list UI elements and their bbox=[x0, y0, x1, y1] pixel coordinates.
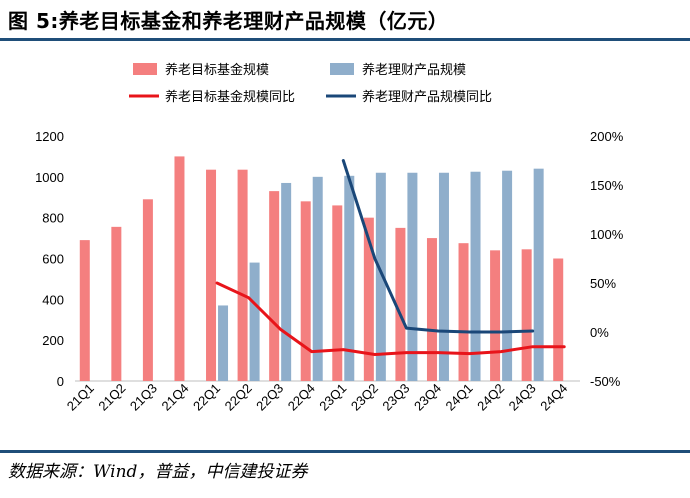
wealth-bar bbox=[344, 175, 355, 381]
fund-bar bbox=[553, 258, 564, 381]
wealth-bar bbox=[470, 171, 481, 381]
fund-bar bbox=[363, 217, 374, 381]
x-tick-label: 22Q2 bbox=[222, 381, 255, 414]
right-tick-label: 200% bbox=[590, 129, 624, 144]
legend-wealth-line-label: 养老理财产品规模同比 bbox=[362, 89, 492, 105]
right-tick-label: 0% bbox=[590, 325, 609, 340]
left-axis: 0 200 400 600 800 1000 1200 bbox=[35, 129, 64, 389]
fund-bar bbox=[206, 169, 217, 381]
top-rule bbox=[0, 38, 690, 41]
fund-bar bbox=[300, 201, 311, 381]
x-tick-label: 21Q3 bbox=[127, 381, 160, 414]
fund-bar bbox=[426, 238, 437, 381]
x-tick-label: 21Q4 bbox=[158, 381, 191, 414]
legend-wealth-bar-swatch bbox=[330, 63, 354, 75]
legend-wealth-bar-label: 养老理财产品规模 bbox=[362, 62, 466, 78]
legend-fund-bar-swatch bbox=[133, 63, 157, 75]
fund-bar bbox=[521, 249, 532, 381]
wealth-bar bbox=[249, 262, 260, 381]
x-axis: 21Q121Q221Q321Q422Q122Q222Q322Q423Q123Q2… bbox=[64, 381, 571, 414]
x-tick-label: 23Q2 bbox=[348, 381, 381, 414]
wealth-yoy-line bbox=[341, 159, 535, 334]
fund-bar bbox=[111, 226, 122, 381]
fund-bar bbox=[174, 156, 185, 381]
wealth-bar bbox=[438, 172, 449, 381]
x-tick-label: 23Q1 bbox=[316, 381, 349, 414]
wealth-bar bbox=[407, 172, 418, 381]
fund-bar bbox=[79, 240, 90, 381]
right-tick-label: 50% bbox=[590, 276, 616, 291]
left-tick-label: 1200 bbox=[35, 129, 64, 144]
fund-bar bbox=[458, 243, 469, 381]
x-tick-label: 21Q2 bbox=[95, 381, 128, 414]
left-tick-label: 0 bbox=[57, 374, 64, 389]
wealth-bar bbox=[375, 172, 386, 381]
left-tick-label: 1000 bbox=[35, 170, 64, 185]
right-axis: -50% 0% 50% 100% 150% 200% bbox=[590, 129, 624, 389]
legend-fund-bar-label: 养老目标基金规模 bbox=[165, 62, 269, 78]
left-tick-label: 600 bbox=[42, 252, 64, 267]
legend-fund-line-label: 养老目标基金规模同比 bbox=[165, 89, 295, 105]
x-tick-label: 22Q3 bbox=[253, 381, 286, 414]
left-tick-label: 200 bbox=[42, 333, 64, 348]
x-tick-label: 23Q3 bbox=[379, 381, 412, 414]
right-tick-label: 150% bbox=[590, 178, 624, 193]
x-tick-label: 24Q3 bbox=[506, 381, 539, 414]
bars bbox=[79, 156, 564, 381]
wealth-bar bbox=[312, 176, 323, 381]
fund-bar bbox=[237, 169, 248, 381]
wealth-bar bbox=[533, 168, 544, 381]
wealth-bar bbox=[281, 182, 292, 381]
left-tick-label: 400 bbox=[42, 292, 64, 307]
right-tick-label: -50% bbox=[590, 374, 621, 389]
source-note: 数据来源：Wind，普益，中信建投证券 bbox=[8, 462, 308, 482]
right-tick-label: 100% bbox=[590, 227, 624, 242]
bottom-rule bbox=[0, 450, 690, 453]
lines bbox=[215, 159, 566, 356]
x-tick-label: 24Q2 bbox=[474, 381, 507, 414]
left-tick-label: 800 bbox=[42, 211, 64, 226]
fund-bar bbox=[332, 205, 343, 381]
x-tick-label: 24Q4 bbox=[537, 381, 570, 414]
x-tick-label: 22Q1 bbox=[190, 381, 223, 414]
wealth-bar bbox=[502, 170, 513, 381]
x-tick-label: 22Q4 bbox=[285, 381, 318, 414]
wealth-bar bbox=[218, 305, 229, 381]
x-tick-label: 24Q1 bbox=[443, 381, 476, 414]
fund-yoy-line bbox=[215, 281, 566, 356]
figure-title: 图 5:养老目标基金和养老理财产品规模（亿元） bbox=[8, 9, 449, 33]
x-tick-label: 23Q4 bbox=[411, 381, 444, 414]
fund-bar bbox=[269, 191, 280, 381]
x-tick-label: 21Q1 bbox=[64, 381, 97, 414]
fund-bar bbox=[142, 199, 153, 381]
fund-bar bbox=[395, 227, 406, 381]
fund-bar bbox=[490, 250, 501, 381]
